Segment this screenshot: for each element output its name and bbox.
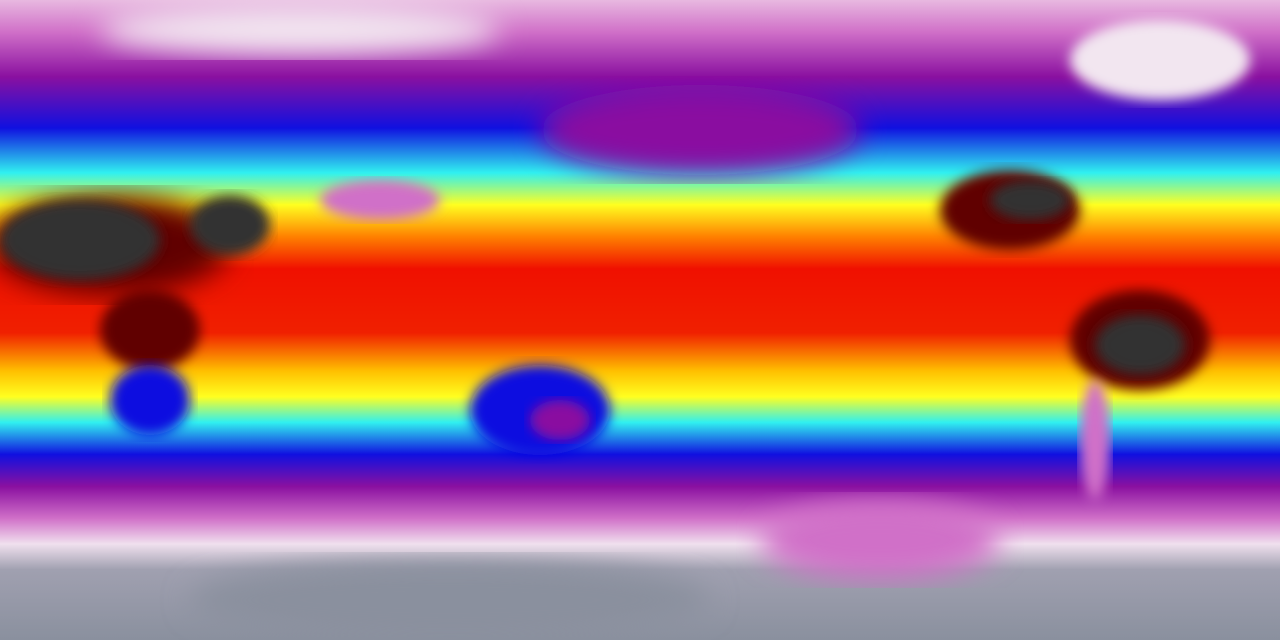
southern-africa [110, 365, 190, 435]
tibet [320, 180, 440, 220]
australia-inner [530, 400, 590, 440]
central-africa [100, 290, 200, 370]
south-pacific-pink [760, 500, 1000, 580]
andes [1080, 380, 1110, 500]
sahara [0, 200, 160, 280]
usa-core [990, 180, 1070, 220]
siberia [540, 85, 860, 175]
arctic-ice [100, 5, 500, 55]
arabia [190, 195, 270, 255]
amazon-core [1095, 315, 1185, 375]
greenland [1070, 20, 1250, 100]
antarctica [190, 560, 710, 640]
continents-layer [0, 5, 1250, 640]
